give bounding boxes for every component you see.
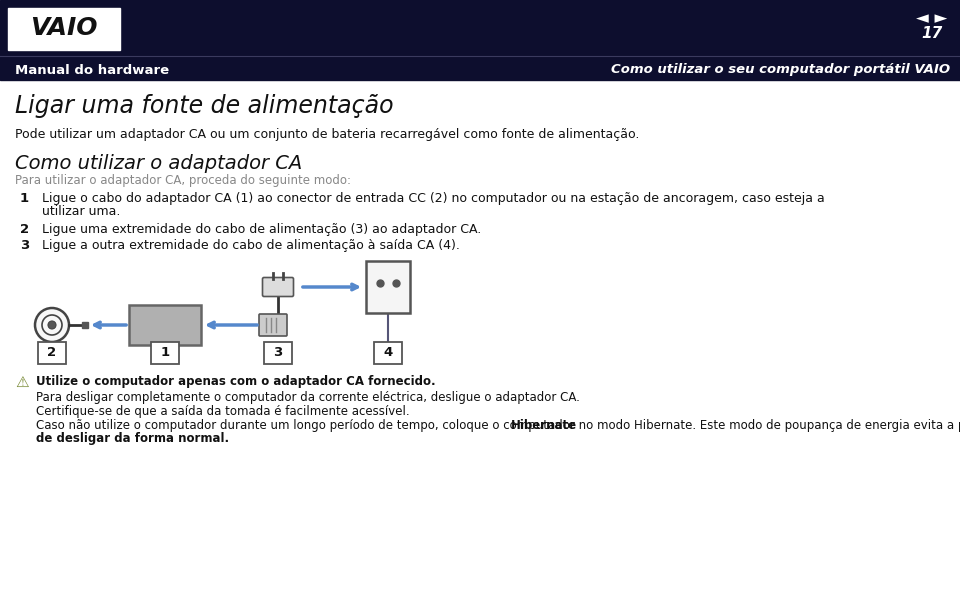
Circle shape [42,315,62,335]
Text: de desligar da forma normal.: de desligar da forma normal. [36,432,229,445]
Bar [8,8,120,50]
FancyBboxPatch shape [259,314,287,336]
FancyBboxPatch shape [366,261,410,313]
Text: 1: 1 [160,346,170,359]
Text: 2: 2 [47,346,57,359]
FancyBboxPatch shape [262,277,294,296]
Bar [82,322,88,328]
Bar [0,0,960,80]
Text: Ligue o cabo do adaptador CA (1) ao conector de entrada CC (2) no computador ou : Ligue o cabo do adaptador CA (1) ao cone… [42,192,825,205]
FancyBboxPatch shape [129,305,201,345]
Text: Hibernate: Hibernate [511,419,577,432]
Text: Ligar uma fonte de alimentação: Ligar uma fonte de alimentação [15,94,394,118]
Text: 3: 3 [274,346,282,359]
FancyBboxPatch shape [264,342,292,364]
Text: Para utilizar o adaptador CA, proceda do seguinte modo:: Para utilizar o adaptador CA, proceda do… [15,174,351,187]
Text: Ligue a outra extremidade do cabo de alimentação à saída CA (4).: Ligue a outra extremidade do cabo de ali… [42,239,460,252]
Text: 3: 3 [20,239,29,252]
Text: Como utilizar o adaptador CA: Como utilizar o adaptador CA [15,154,302,173]
Text: Manual do hardware: Manual do hardware [15,64,169,77]
FancyBboxPatch shape [374,342,402,364]
Text: Certifique-se de que a saída da tomada é facilmente acessível.: Certifique-se de que a saída da tomada é… [36,405,410,418]
Text: utilizar uma.: utilizar uma. [42,205,120,218]
Text: ◄ ►: ◄ ► [917,9,948,27]
Text: Pode utilizar um adaptador CA ou um conjunto de bateria recarregável como fonte : Pode utilizar um adaptador CA ou um conj… [15,128,639,141]
Text: 1: 1 [20,192,29,205]
Text: Como utilizar o seu computador portátil VAIO: Como utilizar o seu computador portátil … [611,64,950,77]
Text: Caso não utilize o computador durante um longo período de tempo, coloque o compu: Caso não utilize o computador durante um… [36,419,960,432]
Text: Ligue uma extremidade do cabo de alimentação (3) ao adaptador CA.: Ligue uma extremidade do cabo de aliment… [42,223,481,236]
Text: Para desligar completamente o computador da corrente eléctrica, desligue o adapt: Para desligar completamente o computador… [36,391,580,404]
Text: ⚠: ⚠ [15,375,29,390]
Text: 2: 2 [20,223,29,236]
FancyBboxPatch shape [151,342,179,364]
FancyBboxPatch shape [38,342,66,364]
Text: 4: 4 [383,346,393,359]
Text: VAIO: VAIO [31,16,98,40]
Text: Utilize o computador apenas com o adaptador CA fornecido.: Utilize o computador apenas com o adapta… [36,375,436,388]
Text: 17: 17 [922,27,943,42]
Circle shape [48,321,56,329]
Circle shape [35,308,69,342]
